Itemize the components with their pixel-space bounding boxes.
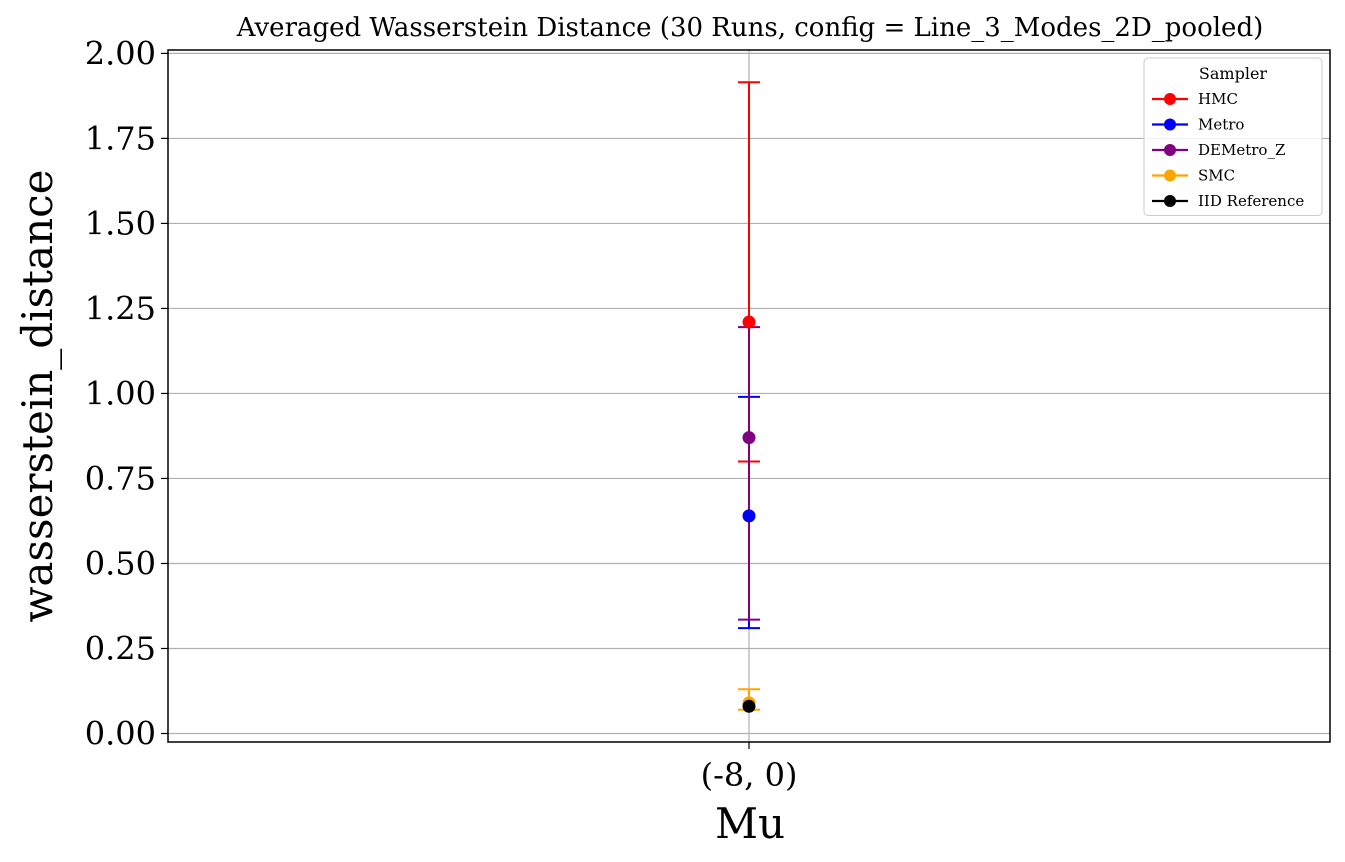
x-axis-label: Mu bbox=[715, 799, 785, 848]
legend-entry: SMC bbox=[1152, 167, 1235, 185]
y-axis: 0.00 0.25 0.50 0.75 1.00 1.25 1.50 1.75 2.00 bbox=[85, 34, 168, 752]
y-tick-label: 1.00 bbox=[85, 374, 156, 412]
error-bar-demetro-z bbox=[738, 326, 760, 621]
legend-entry: HMC bbox=[1152, 90, 1238, 108]
chart-title: Averaged Wasserstein Distance (30 Runs, … bbox=[236, 13, 1263, 43]
legend-marker bbox=[1164, 118, 1176, 131]
y-axis-label: wasserstein_distance bbox=[13, 169, 62, 622]
legend-label: SMC bbox=[1198, 167, 1235, 185]
legend-marker bbox=[1164, 195, 1176, 207]
point-hmc bbox=[742, 315, 756, 329]
legend-marker bbox=[1164, 144, 1176, 156]
y-tick-label: 0.50 bbox=[85, 544, 156, 582]
y-tick-label: 2.00 bbox=[85, 34, 156, 72]
y-tick-label: 0.00 bbox=[85, 714, 156, 752]
y-tick-label: 0.75 bbox=[85, 459, 156, 497]
legend: Sampler HMC Metro DEMetro_Z SMC IID Reference bbox=[1143, 57, 1323, 216]
data-marks bbox=[738, 81, 760, 713]
x-axis: (-8, 0) bbox=[701, 742, 798, 794]
legend-title: Sampler bbox=[1199, 64, 1268, 83]
legend-entry: IID Reference bbox=[1152, 192, 1304, 210]
point-iid-reference bbox=[742, 699, 756, 713]
y-tick-label: 1.75 bbox=[85, 119, 156, 157]
x-tick-label: (-8, 0) bbox=[701, 756, 798, 794]
legend-label: Metro bbox=[1198, 116, 1244, 134]
point-metro bbox=[742, 509, 756, 523]
legend-label: DEMetro_Z bbox=[1198, 141, 1285, 159]
y-tick-label: 0.25 bbox=[85, 629, 156, 667]
legend-entry: DEMetro_Z bbox=[1152, 141, 1285, 159]
point-demetro-z bbox=[742, 431, 756, 445]
y-tick-label: 1.50 bbox=[85, 204, 156, 242]
legend-entry: Metro bbox=[1152, 116, 1244, 134]
y-tick-label: 1.25 bbox=[85, 289, 156, 327]
legend-marker bbox=[1164, 93, 1176, 105]
legend-box bbox=[1143, 57, 1323, 216]
legend-label: IID Reference bbox=[1198, 192, 1304, 210]
legend-label: HMC bbox=[1198, 90, 1238, 108]
legend-marker bbox=[1164, 169, 1176, 182]
